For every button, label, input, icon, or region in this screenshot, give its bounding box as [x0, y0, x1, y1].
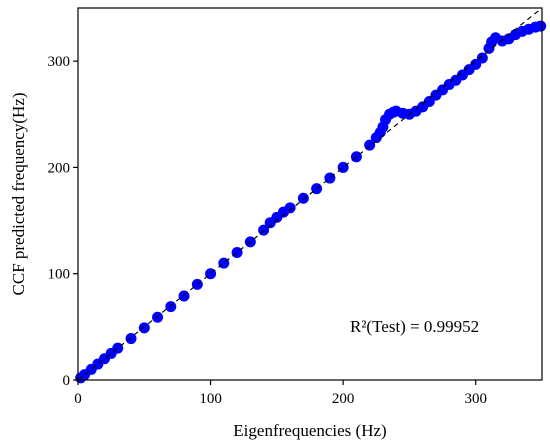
y-tick-label: 300	[48, 54, 71, 70]
y-tick-label: 100	[48, 267, 71, 283]
x-axis-ticks: 0 100 200 300	[74, 380, 487, 407]
reference-line	[77, 7, 543, 381]
y-axis-label: CCF predicted frequency(Hz)	[9, 93, 28, 296]
data-point	[178, 290, 190, 302]
data-point	[535, 20, 547, 32]
y-tick-label: 200	[48, 160, 71, 176]
x-tick-label: 0	[74, 391, 82, 407]
data-point	[152, 311, 164, 323]
x-axis-label: Eigenfrequencies (Hz)	[233, 421, 386, 440]
x-tick-label: 200	[332, 391, 355, 407]
x-tick-label: 100	[199, 391, 222, 407]
data-point	[165, 301, 177, 313]
data-point	[297, 192, 309, 204]
y-tick-label: 0	[63, 373, 71, 389]
data-point	[125, 333, 137, 345]
x-tick-label: 300	[464, 391, 487, 407]
data-point	[476, 52, 488, 64]
plot-frame	[77, 7, 543, 381]
r2-annotation: R²(Test) = 0.99952	[350, 317, 479, 336]
data-point	[138, 322, 150, 334]
y-axis-ticks: 0 100 200 300	[48, 54, 78, 389]
data-point	[284, 202, 296, 214]
